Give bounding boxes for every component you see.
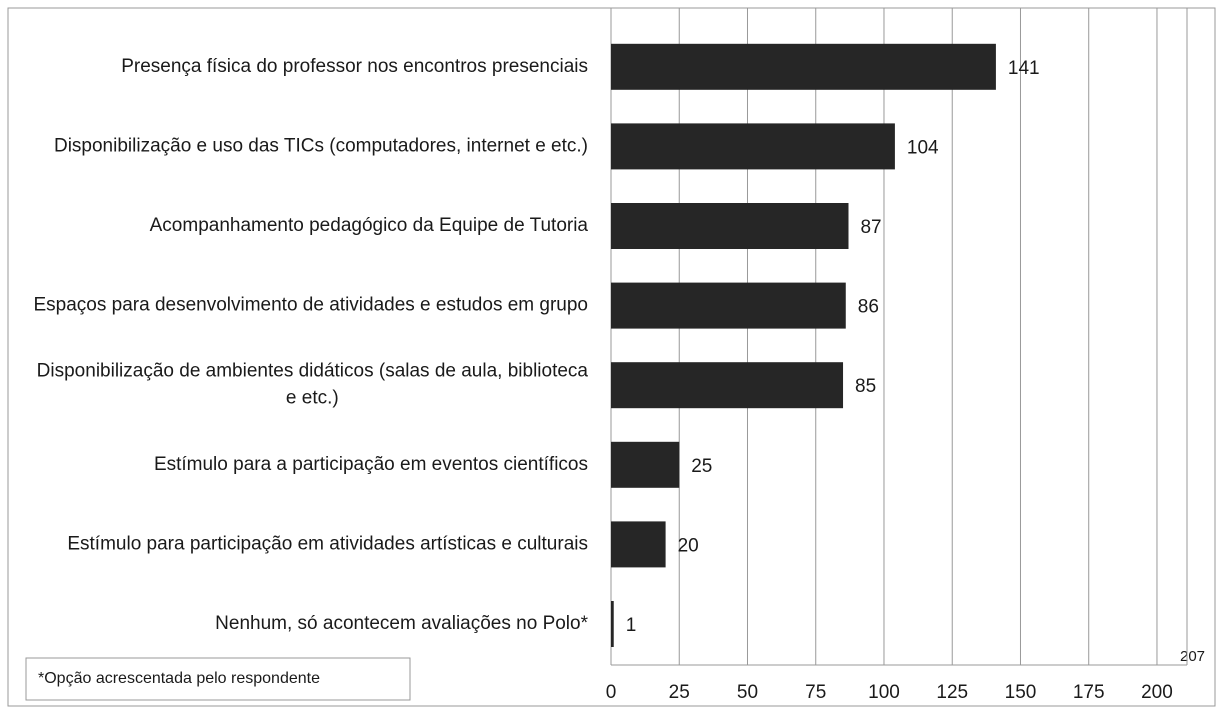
value-label: 25 [691,456,712,477]
y-tick-label: Disponibilização de ambientes didáticos … [37,361,589,409]
value-label: 85 [855,376,876,397]
y-tick-label: Nenhum, só acontecem avaliações no Polo* [215,613,588,634]
y-tick-label: Disponibilização e uso das TICs (computa… [54,135,588,156]
bar [611,43,996,90]
x-tick-label: 150 [1005,682,1037,703]
value-label: 1 [626,615,637,636]
value-label: 86 [858,297,879,318]
bar [611,203,849,249]
footnote: *Opção acrescentada pelo respondente [38,670,320,687]
x-tick-label: 125 [936,682,968,703]
x-tick-label: 75 [805,682,826,703]
x-tick-label: 0 [606,682,617,703]
footnote-box [25,657,411,701]
x-tick-label: 25 [669,682,690,703]
bar [611,441,680,488]
value-label: 87 [860,217,881,238]
y-tick-label: Acompanhamento pedagógico da Equipe de T… [150,215,589,236]
x-tick-label: 200 [1141,682,1173,703]
value-label: 104 [907,137,939,158]
y-tick-label: Estímulo para participação em atividades… [67,533,588,554]
y-tick-label: Estímulo para a participação em eventos … [154,454,588,475]
bar [611,362,844,409]
bar [611,282,846,329]
x-tick-label: 175 [1073,682,1105,703]
x-tick-label: 100 [868,682,900,703]
y-tick-label: Espaços para desenvolvimento de atividad… [33,295,588,316]
bar [611,123,895,170]
bar [611,601,614,647]
value-label: 20 [678,535,699,556]
x-tick-label: 50 [737,682,758,703]
annotation: 207 [1180,648,1205,665]
bar [611,521,666,568]
y-tick-label: Presença física do professor nos encontr… [121,56,588,77]
value-label: 141 [1008,58,1040,79]
